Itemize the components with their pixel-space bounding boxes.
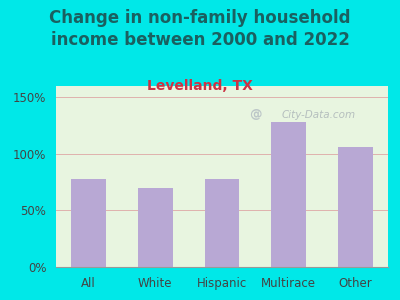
Text: Change in non-family household
income between 2000 and 2022: Change in non-family household income be… [49, 9, 351, 49]
Bar [205, 178, 239, 267]
Text: Levelland, TX: Levelland, TX [147, 80, 253, 94]
Bar [71, 178, 106, 267]
Bar [338, 147, 373, 267]
Bar [138, 188, 172, 267]
Bar [272, 122, 306, 267]
Text: City-Data.com: City-Data.com [282, 110, 356, 119]
Text: @: @ [249, 108, 262, 121]
